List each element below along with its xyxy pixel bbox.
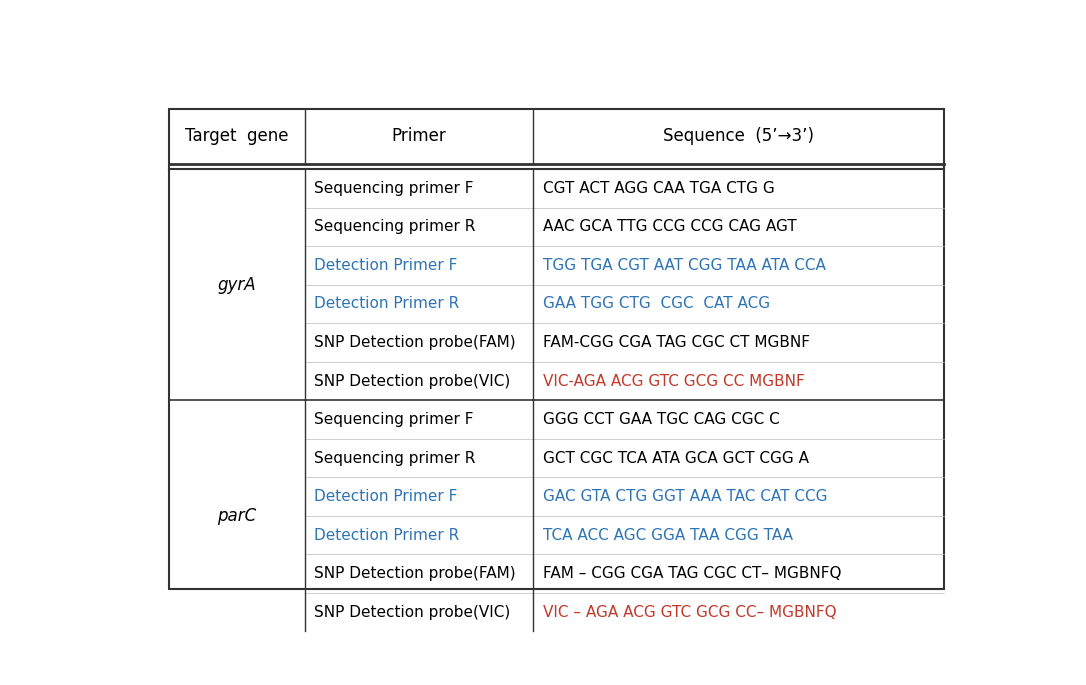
Text: Sequencing primer R: Sequencing primer R bbox=[314, 451, 476, 466]
Text: GAA TGG CTG  CGC  CAT ACG: GAA TGG CTG CGC CAT ACG bbox=[543, 297, 770, 312]
Text: Sequence  (5’→3’): Sequence (5’→3’) bbox=[664, 127, 814, 145]
Text: parC: parC bbox=[217, 507, 256, 525]
Text: GAC GTA CTG GGT AAA TAC CAT CCG: GAC GTA CTG GGT AAA TAC CAT CCG bbox=[543, 489, 828, 504]
Text: Detection Primer F: Detection Primer F bbox=[314, 489, 457, 504]
Text: Sequencing primer R: Sequencing primer R bbox=[314, 219, 476, 234]
Text: GGG CCT GAA TGC CAG CGC C: GGG CCT GAA TGC CAG CGC C bbox=[543, 412, 780, 427]
Text: SNP Detection probe(FAM): SNP Detection probe(FAM) bbox=[314, 335, 516, 350]
Text: gyrA: gyrA bbox=[218, 276, 256, 294]
Text: CGT ACT AGG CAA TGA CTG G: CGT ACT AGG CAA TGA CTG G bbox=[543, 181, 774, 196]
Text: AAC GCA TTG CCG CCG CAG AGT: AAC GCA TTG CCG CCG CAG AGT bbox=[543, 219, 796, 234]
Text: Sequencing primer F: Sequencing primer F bbox=[314, 181, 473, 196]
Text: Detection Primer R: Detection Primer R bbox=[314, 527, 459, 543]
Text: Detection Primer F: Detection Primer F bbox=[314, 258, 457, 273]
Text: SNP Detection probe(VIC): SNP Detection probe(VIC) bbox=[314, 373, 510, 388]
Text: Primer: Primer bbox=[392, 127, 446, 145]
Text: VIC-AGA ACG GTC GCG CC MGBNF: VIC-AGA ACG GTC GCG CC MGBNF bbox=[543, 373, 805, 388]
Text: TCA ACC AGC GGA TAA CGG TAA: TCA ACC AGC GGA TAA CGG TAA bbox=[543, 527, 793, 543]
Text: Sequencing primer F: Sequencing primer F bbox=[314, 412, 473, 427]
Text: GCT CGC TCA ATA GCA GCT CGG A: GCT CGC TCA ATA GCA GCT CGG A bbox=[543, 451, 809, 466]
Text: Detection Primer R: Detection Primer R bbox=[314, 297, 459, 312]
Text: Target  gene: Target gene bbox=[186, 127, 289, 145]
Text: VIC – AGA ACG GTC GCG CC– MGBNFQ: VIC – AGA ACG GTC GCG CC– MGBNFQ bbox=[543, 605, 836, 619]
Text: FAM-CGG CGA TAG CGC CT MGBNF: FAM-CGG CGA TAG CGC CT MGBNF bbox=[543, 335, 810, 350]
Text: FAM – CGG CGA TAG CGC CT– MGBNFQ: FAM – CGG CGA TAG CGC CT– MGBNFQ bbox=[543, 566, 842, 581]
Text: TGG TGA CGT AAT CGG TAA ATA CCA: TGG TGA CGT AAT CGG TAA ATA CCA bbox=[543, 258, 825, 273]
Text: SNP Detection probe(VIC): SNP Detection probe(VIC) bbox=[314, 605, 510, 619]
Text: SNP Detection probe(FAM): SNP Detection probe(FAM) bbox=[314, 566, 516, 581]
